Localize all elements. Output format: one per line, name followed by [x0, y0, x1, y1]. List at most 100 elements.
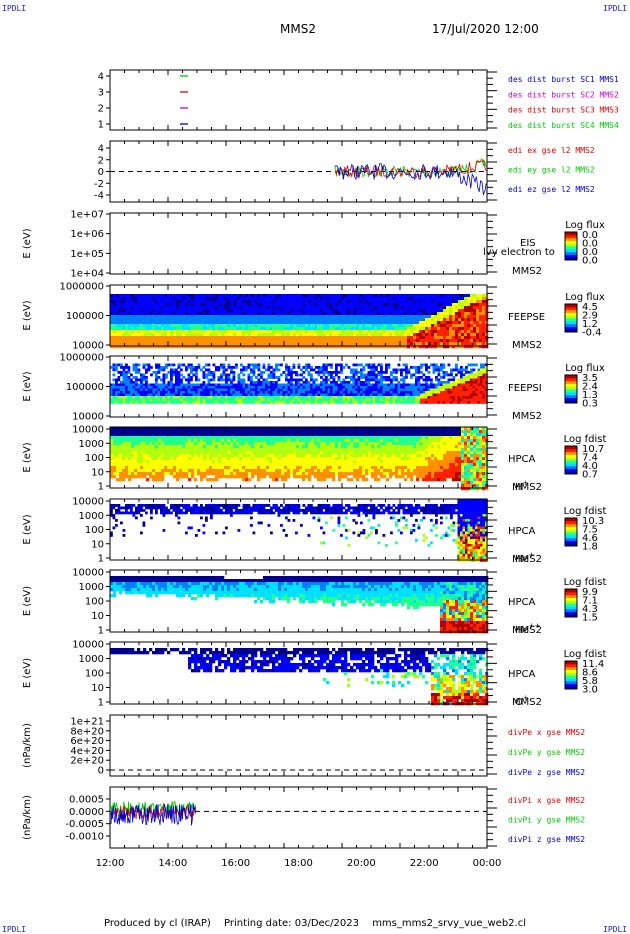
spectrogram-cell [312, 401, 316, 404]
colorbar-tick-label: 0.0 [582, 230, 598, 241]
spectrogram-cell [457, 401, 461, 404]
spectrogram-cell [239, 312, 243, 316]
spectrogram-cell [116, 439, 120, 443]
spectrogram-cell [191, 315, 195, 319]
spectrogram-cell [161, 478, 165, 482]
spectrogram-cell [467, 393, 471, 397]
spectrogram-cell [280, 396, 283, 399]
spectrogram-cell [143, 294, 147, 298]
spectrogram-cell [341, 336, 345, 340]
spectrogram-cell [242, 300, 246, 304]
spectrogram-cell [245, 383, 248, 387]
spectrogram-cell [374, 345, 378, 349]
spectrogram-cell [360, 371, 363, 374]
spectrogram-cell [250, 386, 253, 389]
spectrogram-cell [372, 391, 376, 394]
spectrogram-cell [134, 330, 138, 334]
spectrogram-cell [347, 376, 351, 379]
spectrogram-cell [272, 321, 276, 325]
spectrogram-cell [277, 376, 281, 379]
spectrogram-cell [212, 306, 216, 310]
spectrogram-cell [352, 386, 356, 389]
spectrogram-cell [420, 366, 423, 369]
spectrogram-cell [386, 300, 390, 304]
spectrogram-cell [407, 401, 411, 404]
spectrogram-cell [312, 368, 316, 372]
spectrogram-cell [150, 398, 153, 402]
spectrogram-cell [380, 386, 383, 389]
spectrogram-cell [305, 327, 309, 331]
spectrogram-cell [221, 339, 225, 343]
spectrogram-cell [260, 333, 264, 337]
spectrogram-cell [307, 366, 311, 369]
spectrogram-cell [269, 339, 273, 343]
spectrogram-cell [263, 315, 267, 319]
spectrogram-cell [152, 294, 156, 298]
spectrogram-cell [194, 300, 198, 304]
spectrogram-cell [245, 303, 249, 307]
spectrogram-cell [177, 386, 181, 389]
spectrogram-cell [380, 388, 383, 392]
spectrogram-cell [365, 327, 369, 331]
spectrogram-cell [128, 466, 132, 470]
spectrogram-cell [440, 327, 444, 331]
spectrogram-cell [355, 381, 358, 384]
spectrogram-cell [428, 297, 432, 301]
spectrogram-cell [292, 388, 296, 392]
spectrogram-cell [170, 430, 174, 434]
spectrogram-cell [392, 330, 396, 334]
spectrogram-cell [330, 398, 333, 402]
spectrogram-cell [405, 376, 408, 379]
colorbar-swatch [565, 315, 577, 319]
spectrogram-cell [263, 345, 267, 349]
spectrogram-cell [404, 315, 408, 319]
spectrogram-cell [374, 327, 378, 331]
spectrogram-cell [277, 368, 281, 372]
spectrogram-cell [117, 391, 121, 394]
spectrogram-cell [455, 366, 458, 369]
spectrogram-cell [135, 401, 138, 404]
spectrogram-cell [164, 318, 168, 322]
spectrogram-cell [355, 368, 358, 372]
spectrogram-cell [117, 363, 121, 367]
spectrogram-cell [280, 398, 283, 402]
spectrogram-cell [235, 396, 238, 399]
spectrogram-cell [122, 300, 126, 304]
spectrogram-cell [233, 315, 237, 319]
spectrogram-cell [257, 303, 261, 307]
spectrogram-cell [278, 306, 282, 310]
spectrogram-cell [275, 336, 279, 340]
spectrogram-cell [269, 330, 273, 334]
spectrogram-cell [176, 318, 180, 322]
spectrogram-cell [239, 318, 243, 322]
spectrogram-cell [275, 401, 278, 404]
spectrogram-cell [395, 318, 399, 322]
spectrogram-cell [113, 475, 117, 479]
spectrogram-cell [165, 393, 168, 397]
spectrogram-cell [446, 300, 450, 304]
spectrogram-cell [272, 391, 276, 394]
spectrogram-cell [372, 373, 376, 377]
spectrogram-cell [434, 336, 438, 340]
spectrogram-cell [152, 309, 156, 313]
spectrogram-cell [350, 300, 354, 304]
spectrogram-cell [116, 306, 120, 310]
spectrogram-cell [400, 373, 403, 377]
spectrogram-cell [110, 442, 114, 446]
spectrogram-cell [485, 391, 488, 394]
spectrogram-cell [173, 309, 177, 313]
spectrogram-cell [125, 373, 128, 377]
spectrogram-cell [420, 391, 423, 394]
spectrogram-cell [170, 445, 174, 449]
spectrogram-cell [329, 336, 333, 340]
spectrogram-cell [230, 339, 234, 343]
spectrogram-cell [326, 324, 330, 328]
spectrogram-cell [170, 433, 174, 437]
colorbar-swatch [565, 386, 577, 390]
spectrogram-cell [392, 327, 396, 331]
spectrogram-cell [147, 401, 151, 404]
spectrogram-cell [255, 391, 258, 394]
spectrogram-cell [311, 336, 315, 340]
spectrogram-cell [113, 303, 117, 307]
spectrogram-cell [209, 321, 213, 325]
